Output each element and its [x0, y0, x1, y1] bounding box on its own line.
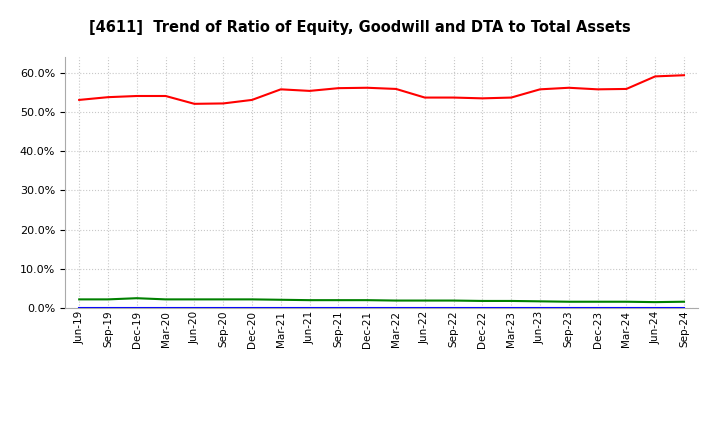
Equity: [651, 74, 660, 79]
Equity: [507, 95, 516, 100]
Goodwill: [564, 305, 573, 310]
Equity: [536, 87, 544, 92]
Goodwill: [651, 305, 660, 310]
Equity: [276, 87, 285, 92]
Goodwill: [305, 305, 314, 310]
Goodwill: [392, 305, 400, 310]
Equity: [449, 95, 458, 100]
Deferred Tax Assets: [190, 297, 199, 302]
Deferred Tax Assets: [161, 297, 170, 302]
Goodwill: [420, 305, 429, 310]
Equity: [593, 87, 602, 92]
Equity: [104, 95, 112, 100]
Goodwill: [248, 305, 256, 310]
Goodwill: [132, 305, 141, 310]
Equity: [305, 88, 314, 94]
Line: Deferred Tax Assets: Deferred Tax Assets: [79, 298, 684, 302]
Goodwill: [190, 305, 199, 310]
Deferred Tax Assets: [478, 298, 487, 304]
Goodwill: [449, 305, 458, 310]
Goodwill: [622, 305, 631, 310]
Equity: [248, 97, 256, 103]
Goodwill: [219, 305, 228, 310]
Equity: [680, 73, 688, 78]
Goodwill: [75, 305, 84, 310]
Equity: [190, 101, 199, 106]
Goodwill: [363, 305, 372, 310]
Equity: [363, 85, 372, 90]
Equity: [564, 85, 573, 90]
Deferred Tax Assets: [305, 297, 314, 303]
Deferred Tax Assets: [392, 298, 400, 303]
Equity: [622, 86, 631, 92]
Line: Equity: Equity: [79, 75, 684, 104]
Equity: [75, 97, 84, 103]
Goodwill: [334, 305, 343, 310]
Deferred Tax Assets: [622, 299, 631, 304]
Deferred Tax Assets: [363, 297, 372, 303]
Deferred Tax Assets: [248, 297, 256, 302]
Equity: [132, 93, 141, 99]
Deferred Tax Assets: [564, 299, 573, 304]
Equity: [392, 86, 400, 92]
Deferred Tax Assets: [75, 297, 84, 302]
Goodwill: [536, 305, 544, 310]
Goodwill: [593, 305, 602, 310]
Equity: [161, 93, 170, 99]
Equity: [478, 96, 487, 101]
Goodwill: [478, 305, 487, 310]
Goodwill: [104, 305, 112, 310]
Goodwill: [276, 305, 285, 310]
Deferred Tax Assets: [449, 298, 458, 303]
Goodwill: [507, 305, 516, 310]
Deferred Tax Assets: [680, 299, 688, 304]
Deferred Tax Assets: [104, 297, 112, 302]
Equity: [334, 85, 343, 91]
Text: [4611]  Trend of Ratio of Equity, Goodwill and DTA to Total Assets: [4611] Trend of Ratio of Equity, Goodwil…: [89, 20, 631, 35]
Deferred Tax Assets: [420, 298, 429, 303]
Deferred Tax Assets: [593, 299, 602, 304]
Deferred Tax Assets: [334, 297, 343, 303]
Deferred Tax Assets: [507, 298, 516, 304]
Deferred Tax Assets: [132, 296, 141, 301]
Goodwill: [161, 305, 170, 310]
Deferred Tax Assets: [276, 297, 285, 302]
Equity: [219, 101, 228, 106]
Deferred Tax Assets: [219, 297, 228, 302]
Goodwill: [680, 305, 688, 310]
Equity: [420, 95, 429, 100]
Deferred Tax Assets: [536, 299, 544, 304]
Deferred Tax Assets: [651, 300, 660, 305]
